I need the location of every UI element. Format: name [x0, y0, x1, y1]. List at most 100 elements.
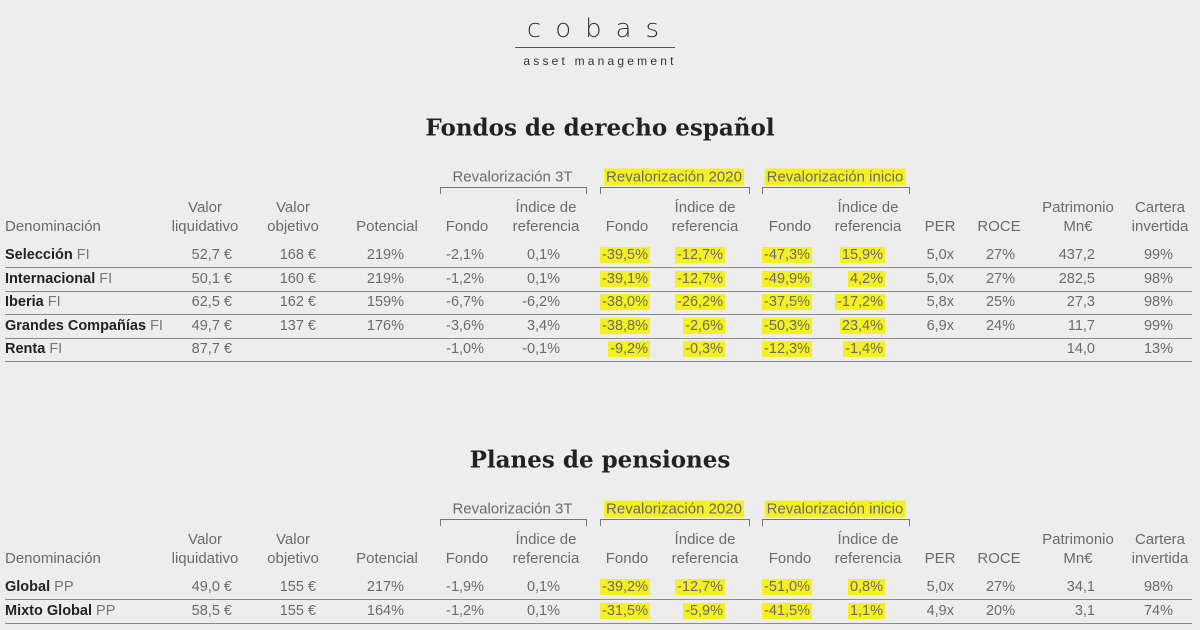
table-cell: 3,4%: [526, 317, 560, 334]
table-cell: -37,5%: [762, 294, 812, 311]
table-cell: -12,7%: [675, 247, 725, 263]
table-cell: -1,4%: [843, 341, 885, 358]
table-cell: 219%: [366, 247, 404, 263]
fund-type: FI: [150, 317, 163, 334]
table-cell: -6,2%: [522, 294, 560, 311]
column-header: Valor liquidativo: [171, 531, 239, 567]
table-cell: 0,8%: [847, 579, 885, 595]
column-header: ROCE: [977, 550, 1021, 567]
table-cell: 27%: [985, 247, 1015, 263]
row-name: Iberia FI: [5, 294, 61, 310]
group-header: Revalorización inicio: [764, 500, 906, 518]
row-name: Renta FI: [5, 341, 62, 357]
table-cell: -31,5%: [600, 602, 650, 619]
fund-type: FI: [47, 294, 61, 311]
table-cell: 5,8x: [926, 294, 954, 311]
table-cell: 11,7: [1067, 317, 1095, 334]
table-cell: 34,1: [1066, 579, 1095, 595]
column-header: Fondo: [605, 218, 649, 235]
column-header: Fondo: [445, 550, 489, 567]
fund-name: Selección: [5, 247, 73, 263]
table-cell: -39,5%: [600, 247, 650, 263]
table-cell: 27%: [985, 579, 1015, 595]
table-cell: 0,1%: [526, 602, 560, 619]
group-header: Revalorización 2020: [604, 500, 744, 518]
table-cell: 15,9%: [839, 247, 885, 263]
column-header: Cartera invertida: [1131, 199, 1189, 235]
group-bracket: [762, 519, 910, 526]
table-cell: 155 €: [279, 602, 316, 619]
table-cell: 87,7 €: [191, 341, 232, 358]
row-name: Mixto Global PP: [5, 603, 115, 619]
column-header: Fondo: [768, 550, 812, 567]
column-header: Índice de referencia: [834, 199, 902, 235]
fund-type: PP: [96, 602, 116, 619]
table-cell: -0,1%: [522, 341, 560, 358]
group-bracket: [762, 187, 910, 194]
fund-name: Internacional: [5, 270, 96, 287]
group-bracket: [440, 519, 587, 526]
fund-name: Renta: [5, 341, 46, 358]
column-header: Patrimonio Mn€: [1042, 531, 1114, 567]
column-header: Valor objetivo: [267, 531, 319, 567]
table-cell: 437,2: [1058, 247, 1095, 263]
table-cell: 62,5 €: [191, 294, 232, 311]
row-divider: [5, 267, 1192, 268]
table-cell: 25%: [985, 294, 1015, 311]
column-header: Índice de referencia: [671, 531, 739, 567]
table-cell: 0,1%: [526, 270, 560, 287]
table-cell: -5,9%: [683, 602, 725, 619]
table-cell: 0,1%: [526, 579, 560, 595]
table-cell: 3,1: [1074, 602, 1095, 619]
table-cell: 4,9x: [926, 602, 954, 619]
logo: cobas: [526, 14, 674, 44]
group-label: Revalorización 3T: [452, 500, 573, 518]
column-header: PER: [924, 218, 956, 235]
table-cell: 5,0x: [926, 270, 954, 287]
fund-type: PP: [54, 579, 74, 595]
table-cell: -12,7%: [675, 579, 725, 595]
group-bracket: [600, 187, 750, 194]
column-header: Fondo: [445, 218, 489, 235]
fund-name: Global: [5, 579, 51, 595]
table-cell: 27,3: [1066, 294, 1095, 311]
table-cell: 159%: [366, 294, 404, 311]
logo-subtitle: asset management: [523, 54, 677, 68]
group-header: Revalorización 3T: [452, 501, 572, 518]
table-cell: 160 €: [279, 270, 316, 287]
column-header: PER: [924, 550, 956, 567]
table-cell: 13%: [1143, 341, 1173, 358]
table-cell: 52,7 €: [191, 247, 232, 263]
column-header: Denominación: [5, 550, 101, 567]
group-header: Revalorización 2020: [604, 168, 744, 186]
table-cell: -38,0%: [600, 294, 650, 311]
table-cell: -39,1%: [600, 270, 650, 287]
fund-name: Grandes Compañías: [5, 317, 147, 334]
table-cell: -3,6%: [446, 317, 484, 334]
table-cell: 58,5 €: [191, 602, 232, 619]
table-cell: 217%: [366, 579, 404, 595]
row-divider: [5, 599, 1192, 600]
group-label: Revalorización 2020: [604, 168, 744, 186]
table-cell: -1,0%: [446, 341, 484, 358]
group-header: Revalorización inicio: [764, 168, 906, 186]
table-cell: -50,3%: [762, 317, 812, 334]
table-cell: 23,4%: [839, 317, 885, 334]
column-header: Potencial: [356, 218, 418, 235]
table-cell: 98%: [1143, 270, 1173, 287]
table-cell: 99%: [1143, 247, 1173, 263]
table-cell: -2,6%: [683, 317, 725, 334]
table-cell: 14,0: [1066, 341, 1095, 358]
column-header: Patrimonio Mn€: [1042, 199, 1114, 235]
table-cell: 162 €: [279, 294, 316, 311]
table-cell: 27%: [985, 270, 1015, 287]
group-label: Revalorización 2020: [604, 500, 744, 518]
column-header: Denominación: [5, 218, 101, 235]
table-cell: -49,9%: [762, 270, 812, 287]
section-title: Planes de pensiones: [469, 446, 731, 474]
group-label: Revalorización inicio: [764, 500, 906, 518]
row-name: Selección FI: [5, 247, 90, 263]
table-cell: -9,2%: [608, 341, 650, 358]
table-cell: 50,1 €: [191, 270, 232, 287]
column-header: Fondo: [768, 218, 812, 235]
